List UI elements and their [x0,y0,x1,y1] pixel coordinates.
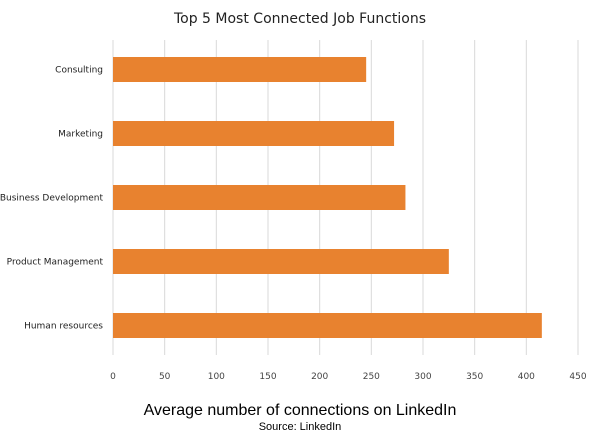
category-label: Marketing [58,130,103,140]
x-tick-label: 150 [259,372,276,382]
category-label: Product Management [7,258,104,268]
category-label: Consulting [55,66,103,76]
x-tick-label: 100 [208,372,225,382]
chart-title: Top 5 Most Connected Job Functions [173,11,426,27]
category-label: Human resources [24,322,103,332]
x-tick-label: 450 [569,372,586,382]
bar [113,121,395,146]
x-tick-label: 350 [466,372,483,382]
bar [113,185,406,210]
category-label: Business Development [0,194,103,204]
x-axis-label: Average number of connections on LinkedI… [144,402,457,419]
bar [113,313,542,338]
x-tick-label: 200 [311,372,328,382]
bar [113,249,449,274]
x-tick-label: 250 [363,372,380,382]
bars [113,57,542,338]
bar [113,57,367,82]
x-tick-label: 50 [159,372,171,382]
x-tick-label: 0 [110,372,116,382]
x-tick-label: 300 [414,372,431,382]
category-labels: Consulting Marketing Business Development P… [0,66,103,332]
x-tick-labels: 0 50 100 150 200 250 300 350 400 450 [110,372,587,382]
x-tick-label: 400 [518,372,535,382]
source-note: Source: LinkedIn [259,421,342,433]
